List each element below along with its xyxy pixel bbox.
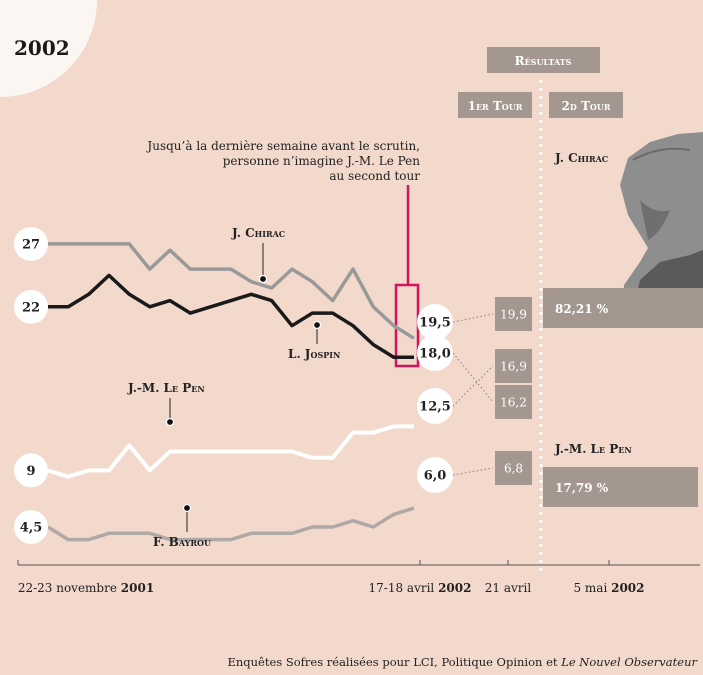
end-value-jospin: 18,0 (419, 347, 451, 362)
start-value-jospin: 22 (22, 300, 40, 315)
series-line-chirac (48, 242, 415, 340)
connector-2-1 (452, 365, 494, 407)
second-round-bar-lepen (543, 467, 698, 507)
label-dot-jospin (312, 320, 322, 330)
year-badge-background (0, 0, 97, 97)
first-round-value-2: 16,2 (500, 396, 527, 410)
chart-title: 2002 (14, 36, 70, 60)
results-header-box (487, 47, 600, 73)
connector-3-3 (452, 467, 494, 476)
series-line-bayrou (47, 506, 415, 542)
label-dot-lepen (165, 417, 175, 427)
connector-1-2 (452, 352, 494, 403)
second-round-name-0: J. Chirac (554, 151, 608, 165)
x-tick-label-3: 5 mai 2002 (573, 581, 644, 595)
series-label-bayrou: F. Bayrou (153, 535, 211, 549)
second-round-header-box (549, 92, 623, 118)
x-tick-label-2: 21 avril (485, 581, 532, 595)
series-label-lepen: J.-M. Le Pen (127, 381, 205, 395)
start-badge-chirac (14, 226, 48, 261)
end-badge-jospin (417, 335, 453, 371)
start-badge-bayrou (14, 509, 48, 544)
end-badge-bayrou (417, 457, 453, 493)
first-round-box-2 (495, 385, 532, 419)
end-value-lepen: 12,5 (419, 400, 451, 415)
first-round-header: 1er Tour (468, 99, 523, 113)
annotation-line-2: au second tour (329, 169, 420, 183)
second-round-header: 2d Tour (562, 99, 611, 113)
series-line-jospin (48, 273, 414, 359)
end-badge-chirac (417, 304, 453, 340)
second-round-value-0: 82,21 % (555, 302, 609, 316)
end-badge-lepen (417, 388, 453, 424)
start-badge-lepen (14, 453, 48, 488)
series-line-lepen (47, 424, 414, 479)
connector-0-0 (452, 313, 494, 323)
first-round-header-box (458, 92, 532, 118)
x-tick-label-0: 22-23 novembre 2001 (18, 581, 154, 595)
end-value-bayrou: 6,0 (424, 469, 447, 484)
final-week-highlight (394, 283, 420, 368)
first-round-box-1 (495, 349, 532, 383)
start-badge-jospin (14, 289, 48, 324)
series-label-chirac: J. Chirac (231, 226, 285, 240)
results-header: Résultats (515, 54, 572, 68)
label-dot-bayrou (182, 503, 192, 513)
first-round-value-0: 19,9 (500, 308, 527, 322)
annotation-line-0: Jusqu’à la dernière semaine avant le scr… (145, 139, 420, 153)
source-note: Enquêtes Sofres réalisées pour LCI, Poli… (227, 655, 698, 669)
end-value-chirac: 19,5 (419, 316, 451, 331)
first-round-value-1: 16,9 (500, 360, 527, 374)
second-round-value-1: 17,79 % (555, 481, 609, 495)
label-dot-chirac (258, 274, 268, 284)
x-tick-label-1: 17-18 avril 2002 (369, 581, 472, 595)
start-value-bayrou: 4,5 (20, 520, 43, 535)
first-round-box-0 (495, 297, 532, 331)
series-label-jospin: L. Jospin (288, 347, 340, 361)
second-round-bar-chirac (543, 288, 703, 328)
start-value-chirac: 27 (22, 237, 40, 252)
annotation-line-1: personne n’imagine J.-M. Le Pen (223, 154, 421, 168)
start-value-lepen: 9 (26, 464, 35, 479)
first-round-value-3: 6,8 (504, 462, 523, 476)
second-round-name-1: J.-M. Le Pen (554, 442, 632, 456)
first-round-box-3 (495, 451, 532, 485)
